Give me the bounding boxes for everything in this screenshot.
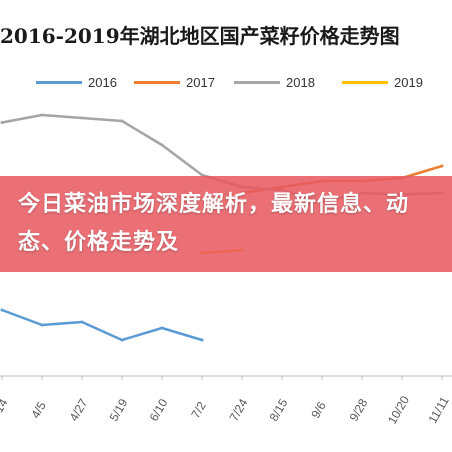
data-point-2018 xyxy=(0,121,4,124)
chart-title: 2016-2019年湖北地区国产菜籽价格走势图 xyxy=(0,24,400,48)
headline-banner[interactable]: 今日菜油市场深度解析，最新信息、动态、价格走势及 xyxy=(0,176,452,272)
legend-label-2016: 2016 xyxy=(88,74,117,90)
data-point-2018 xyxy=(200,173,204,177)
chart-legend: 2016 2017 2018 2019 xyxy=(0,72,452,92)
legend-swatch-2018 xyxy=(234,80,280,84)
legend-label-2017: 2017 xyxy=(186,74,215,90)
legend-item-2018: 2018 xyxy=(234,72,315,92)
data-point-2017 xyxy=(440,164,444,168)
legend-item-2019: 2019 xyxy=(342,72,423,92)
series-line-2016 xyxy=(1,308,203,342)
legend-label-2019: 2019 xyxy=(394,74,423,90)
data-point-2016 xyxy=(120,338,124,342)
x-tick-label: 7/2 xyxy=(188,399,209,421)
legend-swatch-2017 xyxy=(134,80,180,84)
x-tick-label: 5/19 xyxy=(107,396,131,424)
data-point-2016 xyxy=(0,308,4,312)
x-tick-label: 10/20 xyxy=(385,393,412,426)
data-point-2016 xyxy=(40,323,44,327)
x-axis: 3/14 4/5 4/27 5/19 6/10 7/2 7/24 8/15 9/6 9/28 10/… xyxy=(0,375,452,427)
x-tick-label: 4/27 xyxy=(67,396,91,424)
data-point-2018 xyxy=(120,119,124,123)
x-tick-label: 3/14 xyxy=(0,396,11,424)
x-tick-label: 4/5 xyxy=(28,399,49,421)
legend-swatch-2016 xyxy=(36,80,82,84)
legend-item-2017: 2017 xyxy=(134,72,215,92)
headline-text: 今日菜油市场深度解析，最新信息、动态、价格走势及 xyxy=(18,192,410,255)
data-point-2018 xyxy=(160,143,164,147)
data-point-2018 xyxy=(40,113,44,117)
data-point-2018 xyxy=(80,116,84,120)
legend-swatch-2019 xyxy=(342,80,388,84)
data-point-2016 xyxy=(80,320,84,324)
x-tick-label: 8/15 xyxy=(267,396,291,424)
legend-label-2018: 2018 xyxy=(286,74,315,90)
x-tick-label: 6/10 xyxy=(147,396,171,424)
data-point-2016 xyxy=(160,326,164,330)
x-tick-label: 9/6 xyxy=(308,399,329,421)
legend-item-2016: 2016 xyxy=(36,72,117,92)
x-tick-label: 11/11 xyxy=(425,394,451,426)
data-point-2016 xyxy=(200,338,204,342)
x-tick-label: 7/24 xyxy=(227,396,251,424)
x-tick-label: 9/28 xyxy=(347,396,371,424)
